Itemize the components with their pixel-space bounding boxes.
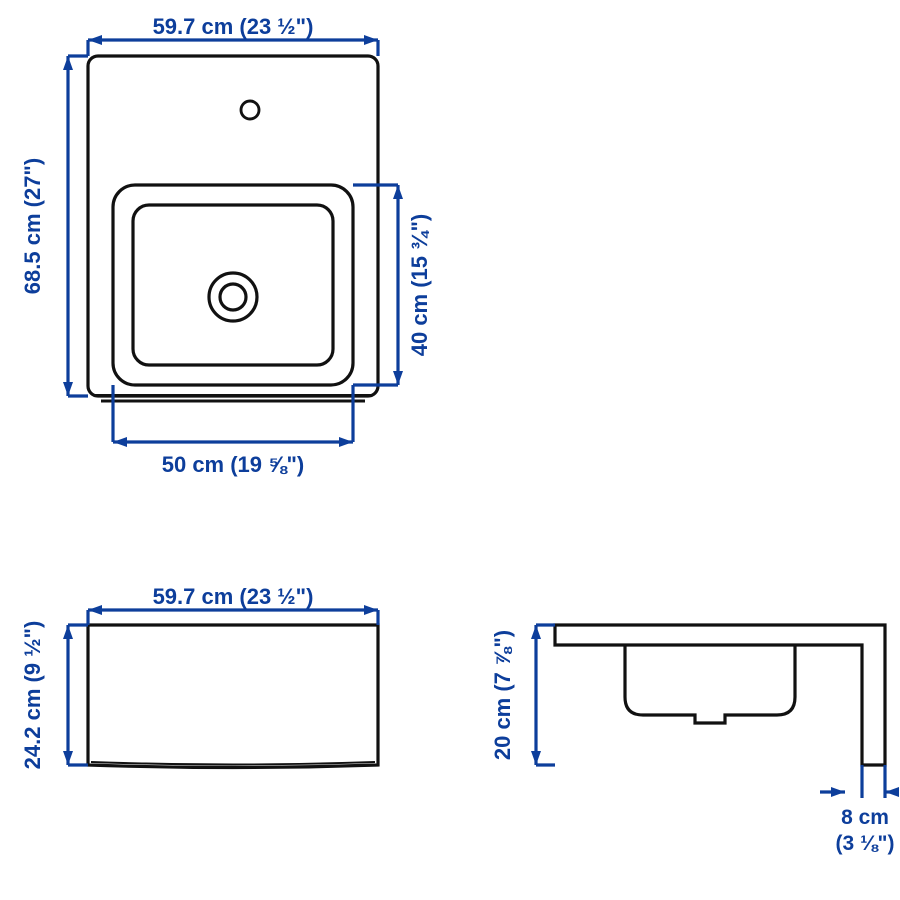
dim-side-apron-1: 8 cm — [841, 806, 889, 829]
dim-bowl-width: 50 cm (19 ⅝") — [162, 452, 305, 477]
dim-top-width: 59.7 cm (23 ½") — [153, 14, 314, 39]
dim-top-height: 68.5 cm (27") — [20, 158, 45, 294]
dim-front-width: 59.7 cm (23 ½") — [153, 584, 314, 609]
dim-bowl-height: 40 cm (15 ¾") — [407, 214, 432, 357]
dim-side-height: 20 cm (7 ⅞") — [490, 630, 515, 760]
dim-side-apron-2: (3 ⅛") — [836, 832, 895, 855]
dim-front-height: 24.2 cm (9 ½") — [20, 621, 45, 770]
diagram-canvas: 59.7 cm (23 ½") 68.5 cm (27") 50 cm (19 ⅝"… — [0, 0, 900, 900]
